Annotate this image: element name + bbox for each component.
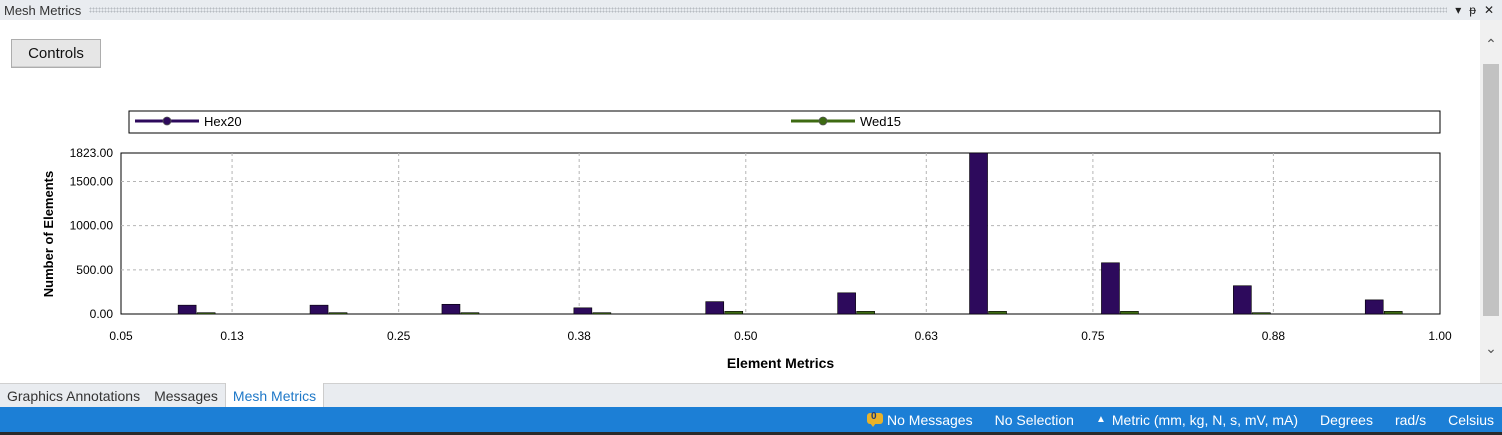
controls-button[interactable]: Controls	[11, 39, 101, 68]
y-axis-label: Number of Elements	[41, 171, 56, 297]
x-tick-label: 0.13	[220, 329, 244, 343]
bar-wed15	[1383, 311, 1403, 315]
tab-messages[interactable]: Messages	[154, 388, 218, 404]
x-tick-label: 0.88	[1262, 329, 1286, 343]
bar-hex20	[1101, 262, 1120, 315]
y-tick-label: 0.00	[90, 307, 114, 321]
caret-up-icon: ▲	[1095, 414, 1106, 425]
status-messages-label: No Messages	[887, 411, 973, 428]
scroll-up-icon[interactable]: ⌃	[1485, 36, 1497, 52]
x-tick-label: 0.38	[567, 329, 591, 343]
bar-wed15	[460, 312, 480, 315]
vertical-scrollbar[interactable]: ⌃ ⌄	[1480, 20, 1502, 383]
bottom-tab-strip: Graphics Annotations Messages Mesh Metri…	[0, 383, 1502, 408]
x-tick-label: 0.25	[387, 329, 411, 343]
legend-label-wed15: Wed15	[860, 114, 901, 129]
status-units-label: Metric (mm, kg, N, s, mV, mA)	[1111, 411, 1299, 428]
close-icon[interactable]: ✕	[1483, 3, 1494, 17]
bar-wed15	[1120, 311, 1139, 315]
panel-title: Mesh Metrics	[4, 2, 82, 18]
legend-label-hex20: Hex20	[204, 114, 242, 129]
bar-hex20	[1364, 299, 1384, 315]
bar-hex20	[705, 301, 725, 315]
bar-wed15	[724, 311, 744, 315]
bar-wed15	[196, 312, 216, 315]
legend-marker-wed15	[818, 116, 828, 126]
x-tick-label: 0.05	[109, 329, 133, 343]
status-bar: 0 No Messages No Selection ▲ Metric (mm,…	[0, 407, 1502, 432]
scrollbar-thumb[interactable]	[1483, 64, 1499, 316]
x-tick-label: 0.75	[1081, 329, 1105, 343]
bar-hex20	[441, 303, 461, 315]
legend-box	[128, 110, 1441, 134]
bar-hex20	[309, 304, 329, 315]
scroll-down-icon[interactable]: ⌄	[1485, 340, 1497, 356]
x-tick-label: 0.63	[915, 329, 939, 343]
pin-icon[interactable]: ᵽ	[1469, 3, 1476, 17]
y-tick-label: 1000.00	[70, 219, 114, 233]
bar-wed15	[1252, 312, 1271, 315]
x-tick-label: 0.50	[734, 329, 758, 343]
bar-hex20	[969, 152, 988, 315]
x-axis-label: Element Metrics	[727, 355, 835, 371]
bar-hex20	[573, 307, 593, 315]
bar-hex20	[177, 304, 197, 315]
tab-graphics-annotations[interactable]: Graphics Annotations	[7, 388, 141, 404]
y-tick-label: 1500.00	[70, 175, 114, 189]
plot-area	[120, 152, 1441, 315]
title-bar-grip	[89, 7, 1448, 13]
legend-marker-hex20	[162, 116, 172, 126]
y-tick-label: 1823.00	[70, 146, 114, 160]
message-bubble-icon: 0	[867, 411, 885, 427]
status-rotational-velocity-units[interactable]: rad/s	[1394, 411, 1427, 428]
status-units[interactable]: ▲ Metric (mm, kg, N, s, mV, mA)	[1085, 412, 1309, 428]
dropdown-icon[interactable]: ▾	[1455, 3, 1462, 17]
x-tick-label: 1.00	[1428, 329, 1452, 343]
tab-mesh-metrics[interactable]: Mesh Metrics	[224, 383, 325, 408]
bar-wed15	[988, 311, 1007, 315]
panel-title-bar: Mesh Metrics ▾ ᵽ ✕	[0, 0, 1502, 20]
bar-wed15	[328, 312, 348, 315]
window-bottom-edge	[0, 432, 1502, 435]
bar-wed15	[592, 312, 612, 315]
bar-hex20	[1233, 285, 1252, 315]
status-selection[interactable]: No Selection	[994, 411, 1074, 428]
status-temperature-units[interactable]: Celsius	[1448, 411, 1494, 428]
y-tick-label: 500.00	[76, 263, 113, 277]
status-messages[interactable]: 0 No Messages	[856, 411, 984, 428]
bar-wed15	[856, 311, 875, 315]
mesh-metrics-chart: Hex20 Wed15 0.05 0.13 0.25 0.38 0.50 0.63 0.75 0.…	[41, 110, 1452, 371]
status-angle-units[interactable]: Degrees	[1320, 411, 1373, 428]
bar-hex20	[837, 292, 856, 315]
